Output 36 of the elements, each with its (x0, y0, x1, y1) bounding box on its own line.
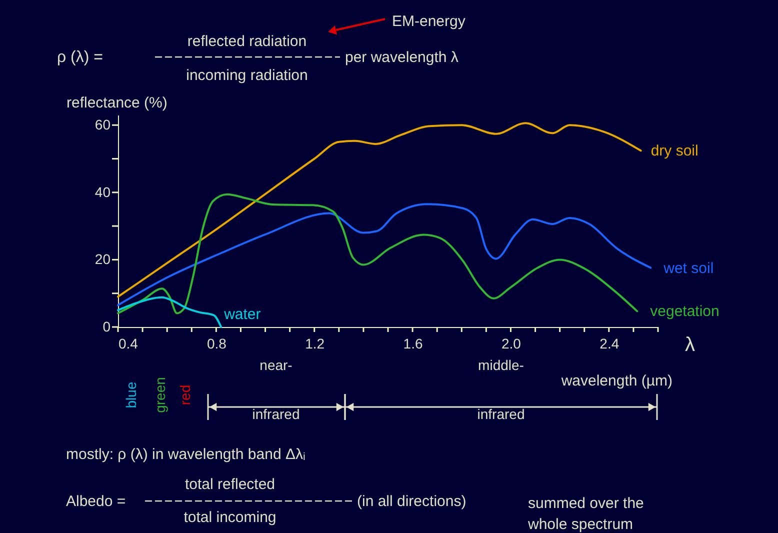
series-label: dry soil (650, 142, 698, 160)
y-tick-label: 20 (94, 251, 111, 268)
x-tick-label: 0.8 (206, 336, 227, 352)
line-series (117, 296, 222, 328)
y-tick-label: 40 (94, 184, 111, 200)
text: total incoming (184, 509, 276, 526)
y-axis-title: reflectance (%) (66, 94, 168, 112)
text: ρ (λ) = (57, 49, 103, 66)
series-label: water (223, 306, 261, 323)
text: reflected radiation (187, 33, 307, 50)
text: mostly: ρ (λ) in wavelength band Δλᵢ (66, 446, 306, 463)
y-tick-label: 60 (94, 116, 111, 133)
text: green (152, 377, 168, 413)
x-tick-label: 1.6 (403, 336, 423, 352)
series-label: wet soil (662, 260, 714, 277)
text: middle- infrared (477, 357, 525, 422)
line-series (117, 203, 652, 306)
x-tick-label: 1.2 (305, 336, 325, 352)
series-label: vegetation (650, 303, 720, 320)
y-tick-label: 0 (102, 318, 111, 334)
x-tick-label: 2.4 (600, 336, 620, 352)
text: λ (685, 334, 695, 356)
text: summed over the whole spectrum (527, 495, 644, 533)
text: EM-energy (392, 13, 466, 30)
text: near- infrared (252, 357, 300, 422)
text: (in all directions) (357, 493, 466, 510)
text: total reflected (184, 476, 276, 493)
x-tick-label: 0.4 (118, 336, 138, 352)
line-series (117, 122, 642, 298)
x-axis-title: wavelength (µm) (560, 372, 672, 390)
text: incoming radiation (186, 67, 308, 84)
x-tick-label: 2.0 (501, 336, 522, 352)
text: blue (123, 382, 139, 408)
text: red (177, 384, 193, 406)
text: Albedo = (66, 493, 126, 510)
text: per wavelength λ (345, 49, 459, 66)
